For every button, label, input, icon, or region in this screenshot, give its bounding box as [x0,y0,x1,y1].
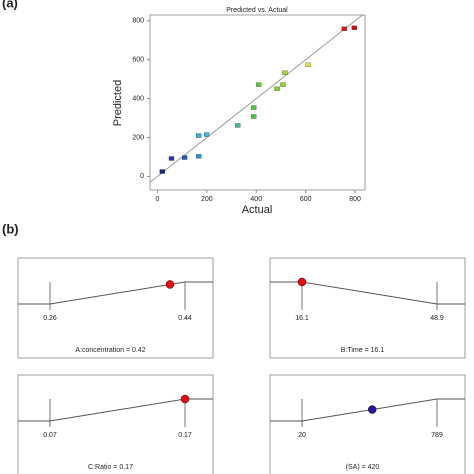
point [196,154,202,159]
range-label: 20 [298,432,306,439]
range-label: 0.26 [43,315,57,322]
point [351,25,358,30]
point [196,133,202,138]
range-label: 48.9 [430,315,444,322]
factor-caption: (SA) = 420 [346,464,380,471]
desirability-ramp [270,398,465,422]
range-label: 0.17 [178,432,192,439]
x-axis-label: Actual [242,204,273,216]
desirability-ramp [18,281,213,305]
point [181,155,188,160]
setting-dot [165,280,175,289]
point [256,82,262,87]
fit-line [149,14,363,183]
y-tick-label: 600 [132,57,144,64]
range-label: 16.1 [295,315,309,322]
factor-box [17,257,214,359]
factor-box [269,374,466,474]
range-label: 0.07 [43,432,57,439]
point [251,114,257,119]
range-label: 789 [431,432,443,439]
y-tick-label: 200 [132,134,144,141]
setting-dot [180,394,190,404]
point [282,70,288,75]
y-axis-label: Predicted [112,80,124,126]
panel-label: (b) [2,221,19,236]
point [168,156,175,161]
point [305,62,311,67]
desirability-ramp [18,398,213,422]
x-tick-label: 0 [155,196,159,203]
x-tick-label: 800 [349,196,361,203]
desirability-ramp [270,281,465,305]
point [274,86,280,91]
factor-caption: A:concentration = 0.42 [75,347,145,354]
y-tick-label: 800 [132,18,144,25]
point [235,123,241,128]
point [280,82,286,87]
point [159,169,166,174]
plot-frame [149,14,366,191]
factor-caption: B:Time = 16.1 [341,347,385,354]
factor-caption: C:Ratio = 0.17 [88,464,133,471]
point [203,132,210,137]
x-tick-label: 400 [250,196,262,203]
y-tick-label: 0 [140,173,144,180]
range-label: 0.44 [178,315,192,322]
factor-box [269,257,466,359]
chart-title: Predicted vs. Actual [226,7,288,14]
x-tick-label: 600 [300,196,312,203]
factor-box [17,374,214,474]
point [251,105,257,110]
y-tick-label: 400 [132,95,144,102]
panel-label: (a) [2,0,18,10]
x-tick-label: 200 [201,196,213,203]
point [341,26,347,31]
setting-dot [297,277,307,287]
setting-dot [367,405,377,414]
